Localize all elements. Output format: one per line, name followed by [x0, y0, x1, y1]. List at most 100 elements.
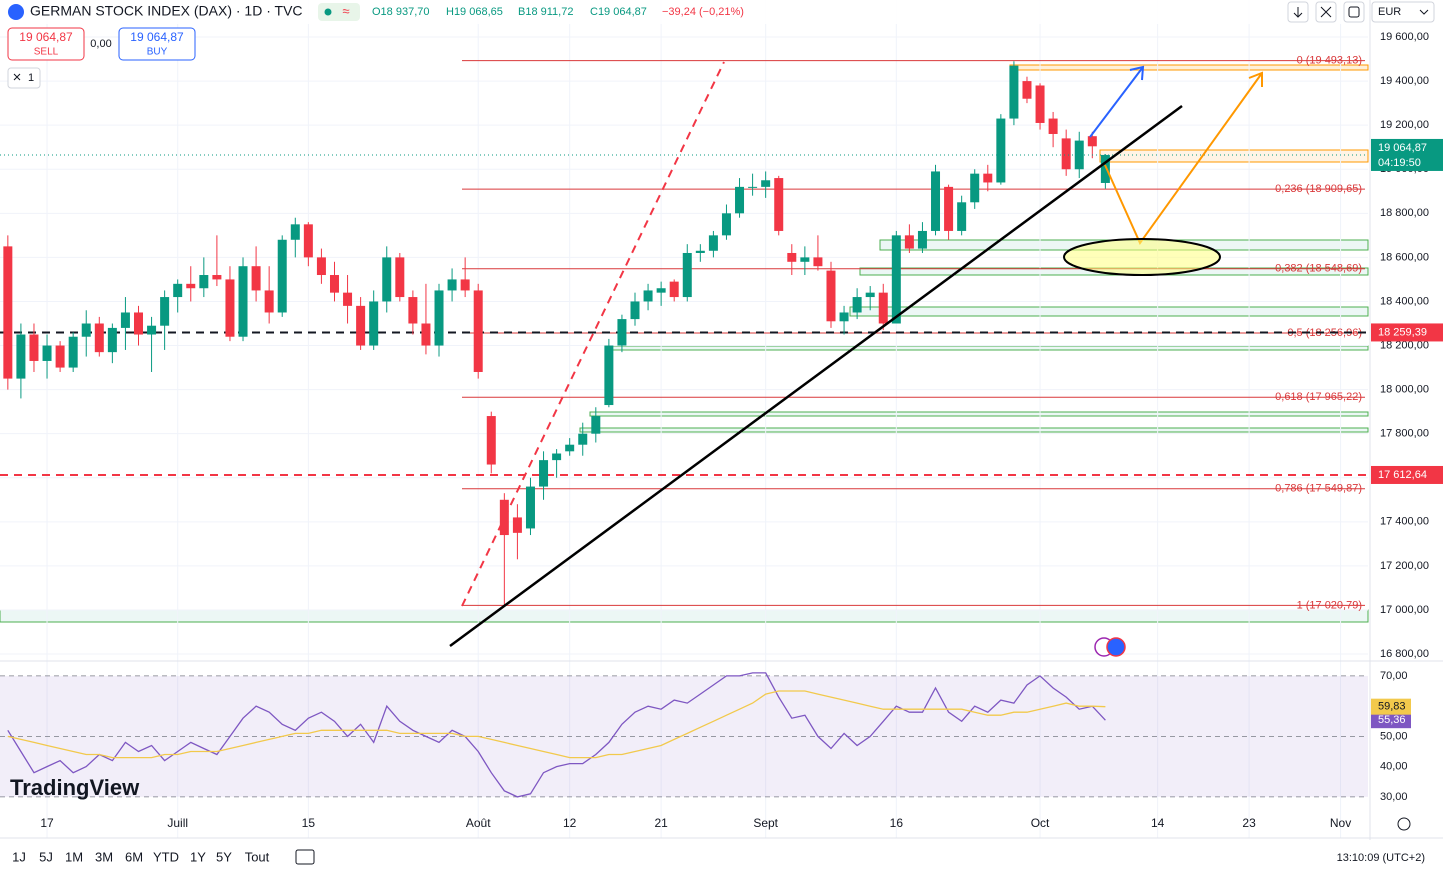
y-tick-label: 19 400,00 [1380, 75, 1429, 87]
candle-body [1035, 85, 1045, 123]
candle-body [120, 312, 130, 328]
range-button[interactable]: 5Y [216, 849, 232, 864]
candle-body [277, 239, 287, 313]
fib-label: 1 (17 020,79) [1297, 599, 1362, 611]
symbol-icon [8, 4, 24, 20]
sell-button[interactable] [7, 27, 85, 61]
status-dot [324, 8, 332, 16]
zone [0, 609, 1369, 623]
candle-body [591, 416, 601, 434]
x-tick-label: Sept [753, 816, 778, 830]
candle-body [264, 290, 274, 313]
ohlc-open: O18 937,70 [372, 6, 430, 18]
candle-body [369, 301, 379, 346]
range-button[interactable]: 1Y [190, 849, 206, 864]
candle-body [3, 246, 13, 379]
zone [604, 345, 1369, 351]
zone [1099, 149, 1369, 163]
highlight [1063, 238, 1221, 276]
candle-body [735, 186, 745, 214]
candle-body [186, 283, 196, 289]
candle-body [721, 213, 731, 236]
candle-body [761, 180, 771, 187]
x-tick-label: Oct [1031, 816, 1050, 830]
candle-body [1100, 154, 1110, 183]
candle-body [81, 323, 91, 337]
candle-body [395, 257, 405, 298]
y-tick-label: 18 200,00 [1380, 339, 1429, 351]
candle-body [408, 297, 418, 324]
candle-body [996, 118, 1006, 183]
candle-body [316, 257, 326, 276]
buy-label: BUY [147, 47, 168, 58]
candle-body [421, 323, 431, 346]
last-price-label: 19 064,87 [1378, 142, 1427, 154]
candle-body [251, 266, 261, 291]
candle-body [68, 336, 78, 368]
candle-body [212, 275, 222, 280]
sell-label: SELL [34, 47, 59, 58]
currency-select[interactable] [1371, 1, 1435, 23]
trend-line [449, 104, 1183, 648]
symbol[interactable]: GERMAN STOCK INDEX (DAX) · 1D · TVC [30, 3, 303, 19]
x-tick-label: Juill [167, 816, 188, 830]
range-button[interactable]: 1M [65, 849, 83, 864]
range-button[interactable]: YTD [153, 849, 179, 864]
candle-body [434, 290, 444, 346]
rsi-tick-label: 70,00 [1380, 670, 1408, 682]
candle-body [147, 325, 157, 335]
candle-body [944, 186, 954, 231]
candle-body [983, 173, 993, 183]
candle-body [160, 297, 170, 326]
layers-button[interactable] [7, 67, 41, 89]
x-tick-label: 21 [654, 816, 668, 830]
drawings [449, 61, 1263, 657]
candle-body [813, 257, 823, 267]
settings-icon[interactable] [1397, 817, 1411, 831]
candle-body [356, 305, 366, 346]
x-tick-label: 16 [890, 816, 904, 830]
buy-button[interactable] [118, 27, 196, 61]
range-button[interactable]: 1J [12, 849, 26, 864]
sell-price: 19 064,87 [19, 30, 73, 44]
event-icon[interactable] [1106, 637, 1126, 657]
ohlc-low: B18 911,72 [518, 6, 573, 18]
candle-body [303, 224, 313, 258]
fib-label: 0,236 (18 909,65) [1275, 183, 1362, 195]
change: −39,24 (−0,21%) [662, 6, 744, 18]
range-button[interactable]: 5J [39, 849, 53, 864]
candle-body [107, 327, 117, 353]
status-wave: ≈ [342, 3, 349, 18]
collapse-icon [13, 73, 21, 81]
range-button[interactable]: Tout [245, 849, 270, 864]
candle-body [682, 252, 692, 298]
candle-body [512, 517, 522, 533]
candle-body [917, 230, 927, 249]
candle-body [238, 266, 248, 337]
layer-count: 1 [28, 72, 34, 84]
candle-body [486, 416, 496, 465]
y-tick-label: 18 800,00 [1380, 207, 1429, 219]
candle-body [473, 290, 483, 372]
date-range-icon[interactable] [295, 849, 315, 865]
price-tag-label: 17 612,64 [1378, 469, 1427, 481]
tool-button[interactable] [1343, 1, 1365, 23]
candle-body [604, 345, 614, 406]
spread: 0,00 [90, 38, 111, 50]
candle-body [970, 173, 980, 203]
range-button[interactable]: 6M [125, 849, 143, 864]
candle-body [957, 202, 967, 231]
status-chip[interactable] [318, 3, 360, 21]
icon [1293, 7, 1303, 18]
icon [1348, 6, 1360, 18]
candle-body [800, 257, 810, 262]
candle-body [94, 323, 104, 353]
range-button[interactable]: 3M [95, 849, 113, 864]
candle-body [199, 275, 209, 289]
candle-body [891, 235, 901, 324]
header-bg [0, 0, 1368, 24]
y-tick-label: 17 400,00 [1380, 516, 1429, 528]
rsi-tick-label: 30,00 [1380, 791, 1408, 803]
